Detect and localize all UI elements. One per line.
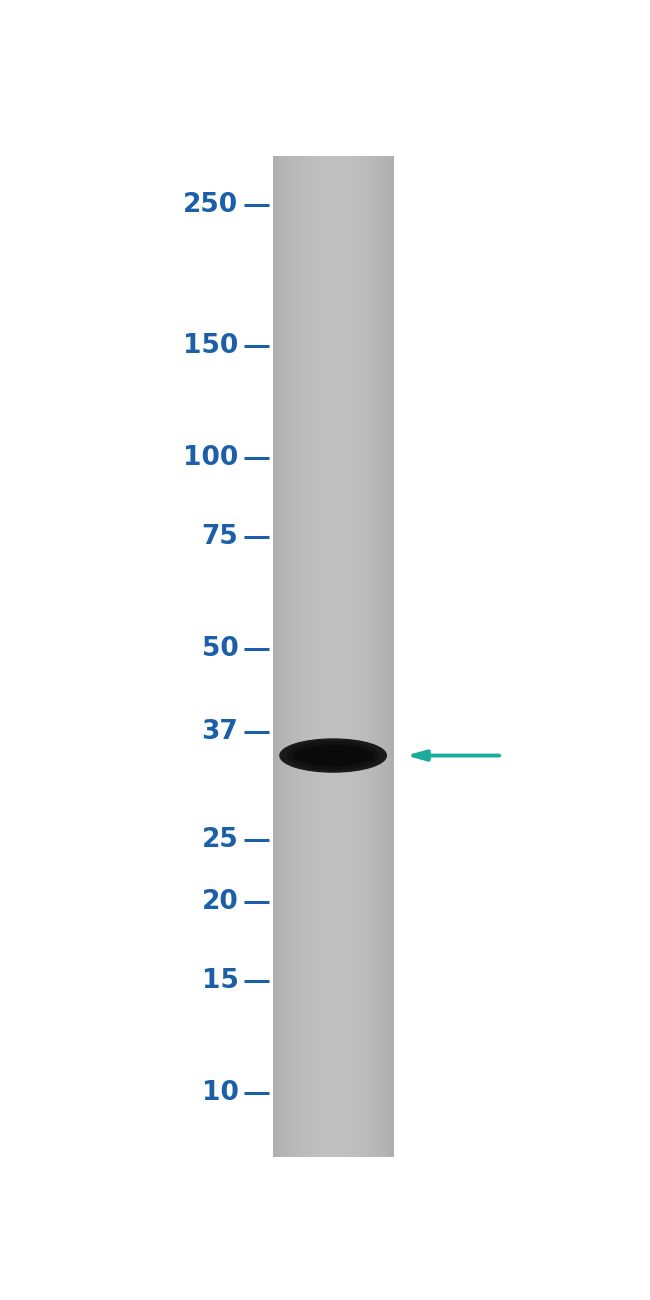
Text: 100: 100 — [183, 445, 239, 471]
Ellipse shape — [298, 745, 368, 766]
Text: 250: 250 — [183, 192, 239, 218]
Text: 15: 15 — [202, 968, 239, 994]
Text: 25: 25 — [202, 827, 239, 853]
Text: 150: 150 — [183, 333, 239, 359]
Text: 75: 75 — [202, 524, 239, 550]
Text: 37: 37 — [202, 719, 239, 745]
Text: 10: 10 — [202, 1080, 239, 1106]
Ellipse shape — [288, 741, 378, 770]
Text: 20: 20 — [202, 889, 239, 915]
Text: 50: 50 — [202, 636, 239, 662]
Ellipse shape — [293, 746, 373, 764]
Ellipse shape — [280, 738, 386, 772]
